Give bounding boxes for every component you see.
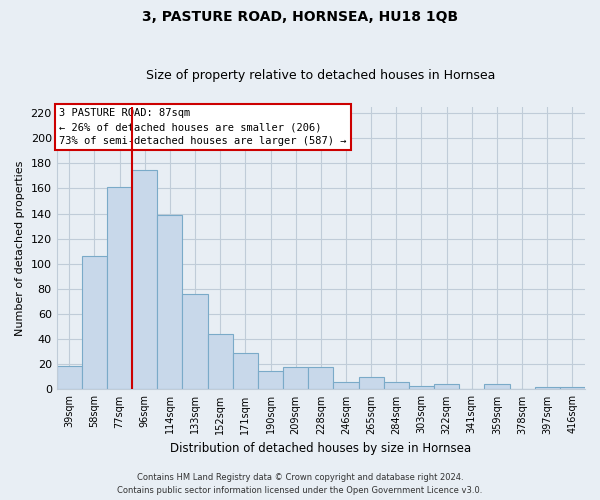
Bar: [82, 256, 107, 390]
Y-axis label: Number of detached properties: Number of detached properties: [15, 160, 25, 336]
Text: 3, PASTURE ROAD, HORNSEA, HU18 1QB: 3, PASTURE ROAD, HORNSEA, HU18 1QB: [142, 10, 458, 24]
Text: Contains HM Land Registry data © Crown copyright and database right 2024.
Contai: Contains HM Land Registry data © Crown c…: [118, 474, 482, 495]
Bar: [208, 334, 233, 390]
X-axis label: Distribution of detached houses by size in Hornsea: Distribution of detached houses by size …: [170, 442, 472, 455]
Bar: [535, 387, 560, 390]
Bar: [334, 382, 359, 390]
Bar: [434, 384, 459, 390]
Bar: [308, 367, 334, 390]
Bar: [132, 170, 157, 390]
Bar: [283, 367, 308, 390]
Bar: [107, 187, 132, 390]
Bar: [233, 353, 258, 390]
Bar: [182, 294, 208, 390]
Title: Size of property relative to detached houses in Hornsea: Size of property relative to detached ho…: [146, 69, 496, 82]
Bar: [56, 366, 82, 390]
Text: 3 PASTURE ROAD: 87sqm
← 26% of detached houses are smaller (206)
73% of semi-det: 3 PASTURE ROAD: 87sqm ← 26% of detached …: [59, 108, 347, 146]
Bar: [560, 387, 585, 390]
Bar: [359, 377, 384, 390]
Bar: [157, 215, 182, 390]
Bar: [484, 384, 509, 390]
Bar: [409, 386, 434, 390]
Bar: [384, 382, 409, 390]
Bar: [258, 370, 283, 390]
